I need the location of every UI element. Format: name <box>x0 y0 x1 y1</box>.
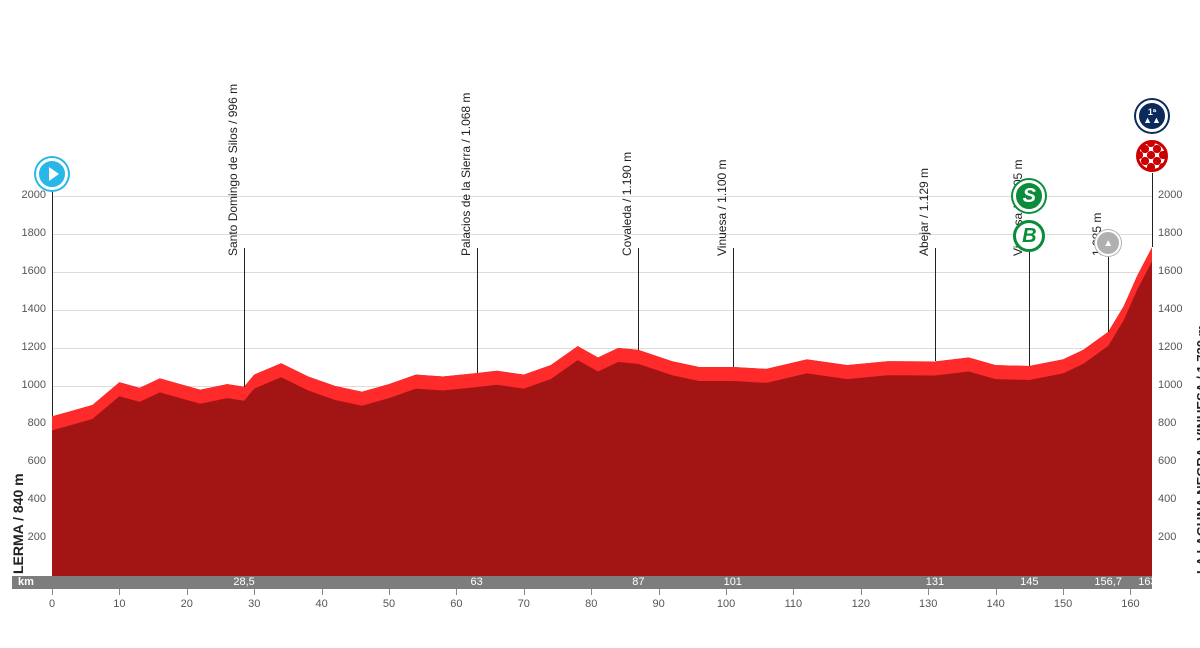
x-tick: 20 <box>181 598 193 610</box>
x-tick-mark <box>591 589 592 595</box>
start-label: LERMA / 840 m <box>10 473 26 574</box>
x-tick: 40 <box>315 598 327 610</box>
x-tick: 70 <box>518 598 530 610</box>
km-marker: 131 <box>926 576 944 588</box>
x-tick: 140 <box>986 598 1004 610</box>
x-tick: 120 <box>852 598 870 610</box>
km-marker: 156,7 <box>1094 576 1122 588</box>
x-tick-mark <box>726 589 727 595</box>
x-tick-mark <box>996 589 997 595</box>
stage-profile: 2004006008001000120014001600180020002004… <box>0 0 1200 648</box>
km-marker: 28,5 <box>233 576 254 588</box>
km-marker: 145 <box>1020 576 1038 588</box>
poi-line <box>1108 248 1109 332</box>
x-tick: 90 <box>652 598 664 610</box>
x-tick-mark <box>254 589 255 595</box>
km-marker: 101 <box>724 576 742 588</box>
elevation-fill <box>0 0 1200 648</box>
x-tick-mark <box>1063 589 1064 595</box>
x-tick-mark <box>187 589 188 595</box>
x-tick: 150 <box>1054 598 1072 610</box>
x-tick-mark <box>861 589 862 595</box>
poi-label: Palacios de la Sierra / 1.068 m <box>459 93 473 256</box>
km-marker: 87 <box>632 576 644 588</box>
x-tick: 60 <box>450 598 462 610</box>
x-tick-mark <box>793 589 794 595</box>
km-label: km <box>18 576 34 588</box>
poi-line <box>244 248 245 387</box>
poi-label: Abejar / 1.129 m <box>917 168 931 256</box>
poi-line <box>638 248 639 350</box>
x-tick: 10 <box>113 598 125 610</box>
x-tick: 130 <box>919 598 937 610</box>
x-tick-mark <box>456 589 457 595</box>
x-tick: 80 <box>585 598 597 610</box>
x-tick-mark <box>659 589 660 595</box>
start-icon <box>36 158 68 190</box>
poi-line <box>935 248 936 361</box>
finish-icon <box>1136 140 1168 172</box>
x-tick-mark <box>322 589 323 595</box>
finish-guide <box>1152 172 1153 247</box>
x-tick-mark <box>119 589 120 595</box>
cat1-icon: 1ª▲▲ <box>1136 100 1168 132</box>
poi-line <box>1029 248 1030 366</box>
poi-line <box>733 248 734 367</box>
x-tick: 0 <box>49 598 55 610</box>
poi-label: Santo Domingo de Silos / 996 m <box>226 84 240 256</box>
x-tick-mark <box>389 589 390 595</box>
x-tick-mark <box>1130 589 1131 595</box>
poi-line <box>477 248 478 373</box>
start-guide <box>52 180 53 416</box>
x-tick: 110 <box>785 598 803 610</box>
x-tick-mark <box>928 589 929 595</box>
x-tick: 50 <box>383 598 395 610</box>
x-tick: 100 <box>717 598 735 610</box>
x-tick: 160 <box>1121 598 1139 610</box>
poi-label: Vinuesa / 1.100 m <box>715 159 729 256</box>
x-tick: 30 <box>248 598 260 610</box>
km-marker: 163,2 <box>1138 576 1166 588</box>
km-marker: 63 <box>471 576 483 588</box>
km-bar <box>12 576 1152 589</box>
x-tick-mark <box>52 589 53 595</box>
poi-label: Covaleda / 1.190 m <box>620 152 634 256</box>
x-tick-mark <box>524 589 525 595</box>
gp-icon: ▲ <box>1095 230 1121 256</box>
finish-label: LA LAGUNA NEGRA. VINUESA / 1.730 m <box>1194 325 1200 574</box>
